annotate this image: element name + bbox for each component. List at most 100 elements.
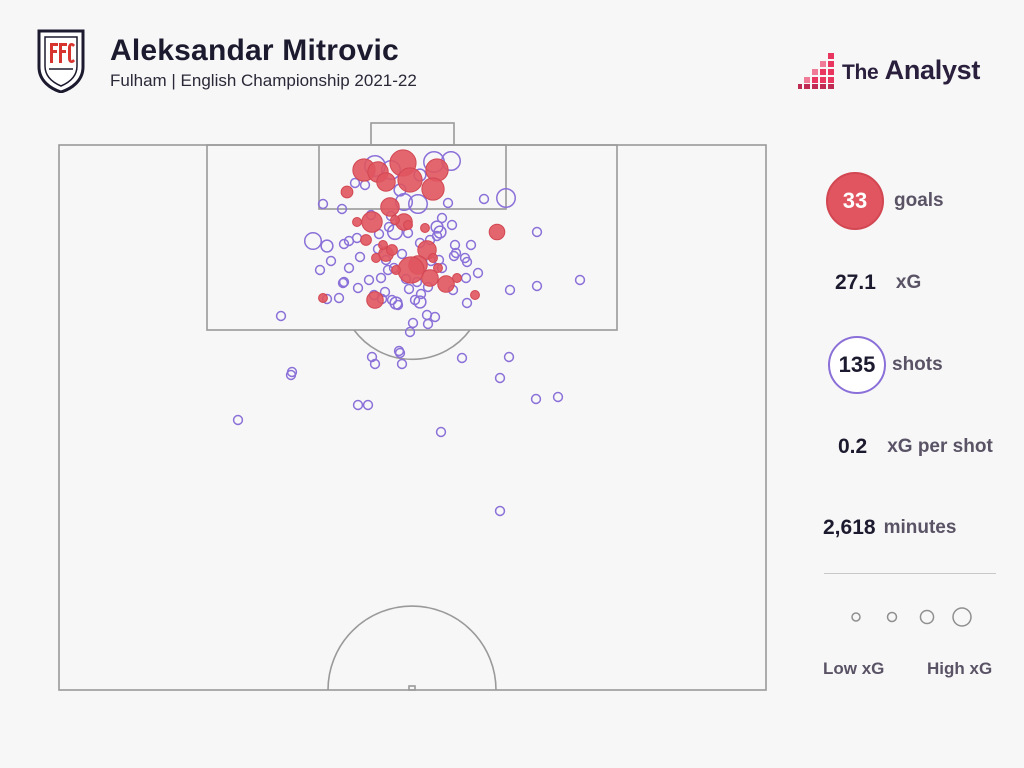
shot-marker <box>317 198 329 210</box>
minutes-label: minutes <box>883 517 957 538</box>
goals-label: goals <box>894 190 944 211</box>
shot-marker <box>320 239 334 253</box>
xg-value: 27.1 <box>835 271 876 294</box>
goal-shot-marker <box>361 211 383 233</box>
shot-marker <box>431 230 443 242</box>
xg-per-shot-value: 0.2 <box>838 435 868 458</box>
shot-marker <box>461 297 473 309</box>
shot-marker <box>430 220 444 234</box>
goal-shot-marker <box>360 234 372 246</box>
shot-marker <box>552 391 564 403</box>
goal-shot-marker <box>403 220 413 230</box>
shot-marker <box>456 352 468 364</box>
shot-marker <box>422 318 434 330</box>
legend-divider <box>824 573 996 574</box>
shots-layer <box>232 151 586 517</box>
shot-marker <box>574 274 586 286</box>
goal-shot-marker <box>452 273 462 283</box>
shots-stat: 135 shots <box>828 336 943 394</box>
goal-shot-marker <box>433 263 443 273</box>
goal-shot-marker <box>390 215 400 225</box>
shot-marker <box>494 372 506 384</box>
shot-marker <box>338 276 350 288</box>
goal-shot-marker <box>340 185 354 199</box>
pitch-lines <box>58 122 767 691</box>
shot-marker <box>394 347 406 359</box>
shot-marker <box>404 326 416 338</box>
shot-marker <box>363 274 375 286</box>
goal-shot-marker <box>391 265 401 275</box>
goal-shot-marker <box>380 197 400 217</box>
goal-shot-marker <box>378 240 388 250</box>
xg-stat: 27.1 xG <box>835 271 921 295</box>
shot-marker <box>351 232 363 244</box>
shot-marker <box>362 399 374 411</box>
shot-marker <box>478 193 490 205</box>
shot-marker <box>449 239 461 251</box>
shot-marker <box>354 251 366 263</box>
page-subtitle: Fulham | English Championship 2021-22 <box>110 71 417 90</box>
goal <box>370 122 455 146</box>
brand-name: The Analyst <box>842 54 981 85</box>
brand-mark-icon <box>798 53 834 89</box>
legend-low-label: Low xG <box>823 659 885 678</box>
shot-marker <box>337 277 349 289</box>
goal-shot-marker <box>366 291 384 309</box>
shot-marker <box>343 262 355 274</box>
shot-marker <box>429 311 441 323</box>
shot-marker <box>403 283 415 295</box>
goal-shot-marker <box>488 223 506 241</box>
goal-shot-marker <box>437 275 455 293</box>
shot-marker <box>436 212 448 224</box>
shot-marker <box>465 239 477 251</box>
legend-size-circle <box>851 612 861 622</box>
the-analyst-logo: The Analyst <box>798 50 980 90</box>
goal-shot-marker <box>470 290 480 300</box>
goal-shot-marker <box>397 256 425 284</box>
shot-marker <box>369 358 381 370</box>
minutes-value: 2,618 <box>823 516 876 539</box>
shot-marker <box>409 294 421 306</box>
xg-per-shot-stat: 0.2 xG per shot <box>838 435 993 459</box>
goal-shot-marker <box>352 217 362 227</box>
shot-marker <box>352 399 364 411</box>
legend-size-circle <box>919 609 935 625</box>
shot-marker <box>325 255 337 267</box>
goals-value: 33 <box>826 172 884 230</box>
fulham-crest-logo <box>37 29 85 93</box>
goal-shot-marker <box>397 167 423 193</box>
goal-shot-marker <box>420 223 430 233</box>
page-title: Aleksandar Mitrovic <box>110 34 399 67</box>
legend-high-label: High xG <box>927 659 993 678</box>
shot-marker <box>503 351 515 363</box>
shot-marker <box>386 294 398 306</box>
shot-marker <box>352 282 364 294</box>
shot-marker <box>396 358 408 370</box>
shot-marker <box>530 393 542 405</box>
shot-marker <box>275 310 287 322</box>
goals-layer <box>318 149 506 309</box>
shot-marker <box>396 248 408 260</box>
goal-shot-marker <box>376 172 396 192</box>
goal-shot-marker <box>421 177 445 201</box>
shot-marker <box>504 284 516 296</box>
shot-marker <box>407 317 419 329</box>
shot-marker <box>450 247 462 259</box>
shot-marker <box>408 194 428 214</box>
shot-marker <box>375 272 387 284</box>
shot-marker <box>413 295 427 309</box>
shot-marker <box>349 177 361 189</box>
shot-marker <box>333 292 345 304</box>
shot-marker <box>232 414 244 426</box>
goals-stat: 33 goals <box>826 172 944 230</box>
shots-value: 135 <box>828 336 886 394</box>
shot-marker <box>392 299 404 311</box>
shot-marker <box>531 226 543 238</box>
goal-shot-marker <box>428 253 438 263</box>
goal-shot-marker <box>318 293 328 303</box>
shot-marker <box>359 179 371 191</box>
shot-marker <box>496 188 516 208</box>
centre-circle <box>327 605 497 691</box>
penalty-arc <box>353 329 471 361</box>
